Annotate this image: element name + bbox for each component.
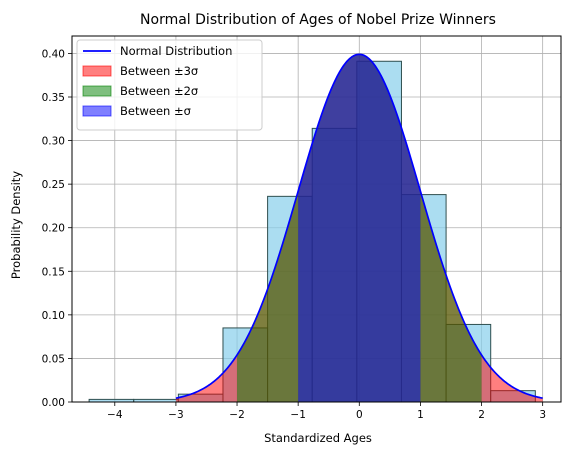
shaded-regions (175, 54, 543, 402)
legend-label-3: Between ±σ (120, 104, 191, 118)
y-tick-label-0: 0.00 (42, 397, 65, 409)
y-tick-label-7: 0.35 (42, 92, 65, 104)
y-tick-label-6: 0.30 (42, 136, 65, 148)
x-tick-label-5: 1 (417, 409, 424, 421)
legend-swatch-3 (82, 105, 112, 117)
normal-curve-layer (175, 53, 543, 399)
chart-title: Normal Distribution of Ages of Nobel Pri… (140, 12, 496, 28)
y-tick-label-3: 0.15 (42, 266, 65, 278)
x-tick-label-7: 3 (539, 409, 546, 421)
y-tick-label-5: 0.25 (42, 179, 65, 191)
legend-label-1: Between ±3σ (120, 64, 198, 78)
normal-curve (175, 53, 543, 399)
y-axis-label: Probability Density (9, 171, 23, 279)
x-tick-label-3: −1 (290, 409, 305, 421)
x-tick-label-2: −2 (229, 409, 244, 421)
legend-swatch-1 (82, 65, 112, 77)
y-tick-label-4: 0.20 (42, 223, 65, 235)
legend-swatch-2 (82, 85, 112, 97)
x-tick-label-1: −3 (168, 409, 183, 421)
shaded-region-2 (298, 54, 421, 402)
legend-box (76, 39, 263, 131)
y-axis-ticks: 0.00 0.05 0.10 0.15 0.20 0.25 0.30 0.35 0.40 (42, 48, 72, 409)
x-tick-label-4: 0 (356, 409, 363, 421)
y-tick-label-2: 0.10 (42, 310, 65, 322)
x-tick-label-6: 2 (478, 409, 485, 421)
legend-label-0: Normal Distribution (120, 44, 232, 58)
x-axis-ticks: −4 −3 −2 −1 0 1 2 3 (107, 402, 546, 421)
x-axis-label: Standardized Ages (264, 431, 372, 445)
y-tick-label-1: 0.05 (42, 353, 65, 365)
plot-frame (71, 35, 562, 403)
y-tick-label-8: 0.40 (42, 48, 65, 60)
legend-label-2: Between ±2σ (120, 84, 198, 98)
x-tick-label-0: −4 (107, 409, 123, 421)
legend: Normal Distribution Between ±3σ Between ±2… (76, 39, 263, 131)
